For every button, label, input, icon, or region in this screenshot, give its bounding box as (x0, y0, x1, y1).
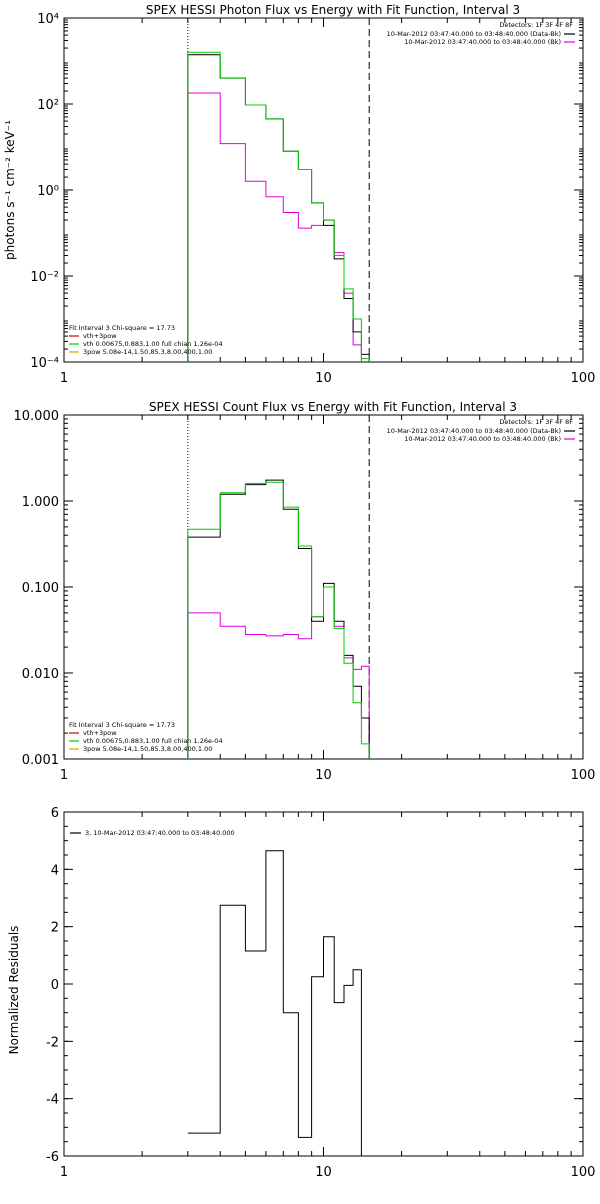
y-tick-label: 0.001 (22, 753, 59, 768)
series-bk-line (187, 92, 362, 362)
x-tick-label: 1 (60, 371, 68, 386)
y-tick-label: 2 (51, 921, 59, 936)
fit-legend-label: vth 0.00675,0.883,1.00 full chian 1.26e-… (83, 340, 223, 348)
fit-legend-label: 3pow 5.08e-14,1.50,85.3,8.00,400,1.00 (83, 348, 212, 356)
y-tick-label: 0.100 (22, 581, 59, 596)
x-tick-label: 1 (60, 768, 68, 783)
y-tick-label: 10⁻⁴ (30, 356, 59, 371)
x-tick-label: 1 (60, 1165, 68, 1180)
plot-frame (63, 811, 584, 1157)
legend-entry-label: 10-Mar-2012 03:47:40.000 to 03:48:40.000… (387, 427, 561, 435)
photon-flux-panel: SPEX HESSI Photon Flux vs Energy with Fi… (3, 3, 595, 386)
series-bk-line (187, 586, 370, 759)
plot-frame (63, 17, 584, 363)
legend-header: Detectors: 1F 3F 4F 8F (499, 21, 573, 29)
y-tick-label: 0 (51, 978, 59, 993)
x-tick-label: 100 (571, 768, 596, 783)
fit-legend-header: Fit Interval 3 Chi-square = 17.73 (69, 721, 175, 729)
y-tick-label: 10⁴ (37, 12, 59, 27)
series-vth-line (187, 481, 370, 759)
x-tick-label: 10 (315, 768, 332, 783)
panel-title: SPEX HESSI Count Flux vs Energy with Fit… (149, 400, 517, 414)
fit-legend-label: 3pow 5.08e-14,1.50,85.3,8.00,400,1.00 (83, 745, 212, 753)
fit-legend-label: vth 0.00675,0.883,1.00 full chian 1.26e-… (83, 737, 223, 745)
y-tick-label: 6 (51, 806, 59, 821)
y-tick-label: -2 (46, 1035, 59, 1050)
y-axis-label: Normalized Residuals (7, 926, 21, 1055)
y-tick-label: 10.000 (14, 409, 60, 424)
y-axis-label: photons s⁻¹ cm⁻² keV⁻¹ (3, 120, 17, 260)
series-data-bk-line (187, 479, 370, 759)
legend-entry-label: 10-Mar-2012 03:47:40.000 to 03:48:40.000… (404, 435, 561, 443)
panel-title: SPEX HESSI Photon Flux vs Energy with Fi… (146, 3, 520, 17)
y-tick-label: 10⁰ (37, 184, 59, 199)
y-tick-label: 4 (51, 863, 59, 878)
x-tick-label: 100 (571, 1165, 596, 1180)
x-tick-label: 10 (315, 1165, 332, 1180)
fit-legend-header: Fit Interval 3 Chi-square = 17.73 (69, 324, 175, 332)
series-data-bk-line (187, 54, 370, 362)
y-tick-label: 10² (37, 98, 59, 113)
count-flux-panel: SPEX HESSI Count Flux vs Energy with Fit… (14, 400, 596, 783)
legend-entry-label: 3, 10-Mar-2012 03:47:40.000 to 03:48:40.… (85, 829, 235, 837)
y-tick-label: 1.000 (22, 495, 59, 510)
legend-entry-label: 10-Mar-2012 03:47:40.000 to 03:48:40.000… (404, 38, 561, 46)
y-tick-label: -4 (46, 1093, 59, 1108)
x-tick-label: 100 (571, 371, 596, 386)
y-tick-label: 10⁻² (30, 270, 59, 285)
x-tick-label: 10 (315, 371, 332, 386)
y-tick-label: 0.010 (22, 667, 59, 682)
series-vth-line (187, 51, 370, 362)
y-tick-label: -6 (46, 1150, 59, 1165)
fit-legend-label: vth+3pow (83, 729, 117, 737)
legend-entry-label: 10-Mar-2012 03:47:40.000 to 03:48:40.000… (387, 30, 561, 38)
series-residuals-line (187, 850, 370, 1157)
fit-legend-label: vth+3pow (83, 332, 117, 340)
legend-header: Detectors: 1F 3F 4F 8F (499, 418, 573, 426)
residuals-panel: Normalized Residuals 1 10 100 -6 -4 -2 0 2 4 6 3, … (7, 806, 595, 1180)
